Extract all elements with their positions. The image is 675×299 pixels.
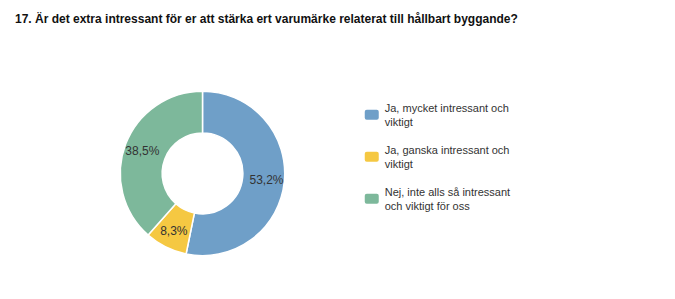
- svg-text:Ja, mycket intressant och: Ja, mycket intressant och: [385, 102, 509, 114]
- svg-text:och viktigt för oss: och viktigt för oss: [385, 200, 470, 212]
- svg-text:17. Är det extra intressant fö: 17. Är det extra intressant för er att s…: [15, 11, 518, 26]
- svg-text:38,5%: 38,5%: [125, 144, 159, 158]
- svg-text:Ja, ganska intressant och: Ja, ganska intressant och: [385, 144, 510, 156]
- svg-text:53,2%: 53,2%: [249, 173, 283, 187]
- svg-text:Nej, inte alls så intressant: Nej, inte alls så intressant: [385, 186, 510, 198]
- svg-text:viktigt: viktigt: [385, 116, 413, 128]
- svg-text:8,3%: 8,3%: [160, 224, 188, 238]
- svg-text:viktigt: viktigt: [385, 158, 413, 170]
